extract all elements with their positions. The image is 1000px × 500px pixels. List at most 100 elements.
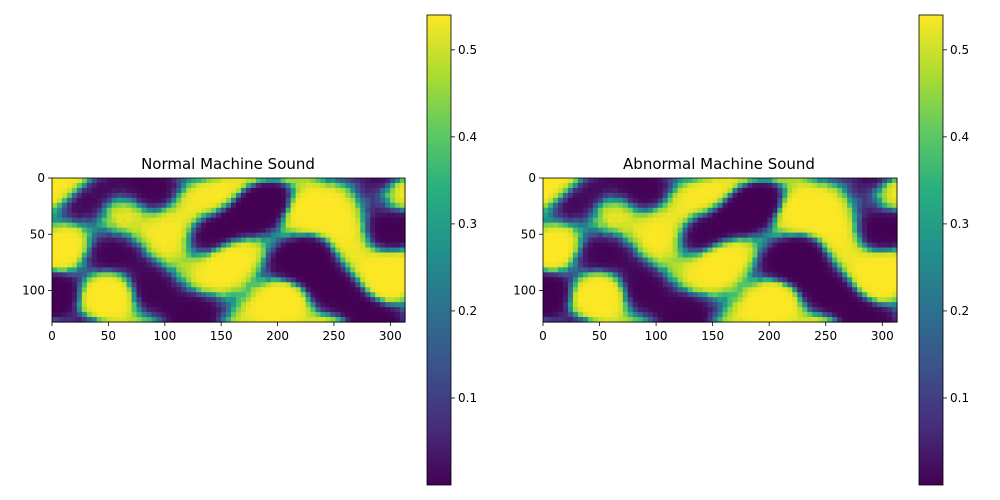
heatmap-cell bbox=[642, 282, 649, 288]
heatmap-cell bbox=[201, 317, 207, 323]
heatmap-cell bbox=[56, 317, 63, 323]
heatmap-cell bbox=[762, 192, 768, 199]
heatmap-cell bbox=[602, 232, 609, 239]
heatmap-cell bbox=[832, 277, 838, 283]
heatmap-cell bbox=[201, 257, 207, 264]
heatmap-cell bbox=[300, 232, 307, 239]
heatmap-cell bbox=[637, 307, 644, 313]
heatmap-cell bbox=[857, 277, 863, 283]
heatmap-cell bbox=[300, 192, 307, 199]
heatmap-cell bbox=[852, 302, 858, 308]
heatmap-cell bbox=[817, 227, 823, 234]
heatmap-cell bbox=[847, 237, 853, 244]
heatmap-cell bbox=[582, 212, 589, 219]
heatmap-cell bbox=[717, 312, 724, 318]
heatmap-cell bbox=[230, 197, 237, 204]
heatmap-cell bbox=[365, 277, 371, 283]
heatmap-cell bbox=[572, 267, 579, 273]
heatmap-cell bbox=[832, 227, 838, 234]
heatmap-cell bbox=[612, 267, 619, 273]
heatmap-cell bbox=[310, 257, 317, 264]
heatmap-cell bbox=[201, 202, 207, 209]
heatmap-cell bbox=[121, 202, 128, 209]
heatmap-cell bbox=[270, 282, 277, 288]
heatmap-cell bbox=[797, 302, 803, 308]
heatmap-cell bbox=[355, 302, 361, 308]
heatmap-cell bbox=[235, 287, 242, 293]
heatmap-cell bbox=[91, 178, 98, 184]
heatmap-cell bbox=[385, 187, 391, 194]
heatmap-cell bbox=[96, 227, 103, 234]
heatmap-cell bbox=[126, 257, 133, 264]
heatmap-cell bbox=[66, 317, 73, 323]
heatmap-cell bbox=[767, 292, 773, 298]
heatmap-cell bbox=[547, 192, 554, 199]
heatmap-cell bbox=[667, 257, 674, 264]
heatmap-cell bbox=[280, 267, 287, 273]
heatmap-cell bbox=[872, 287, 878, 293]
heatmap-cell bbox=[747, 247, 754, 254]
heatmap-cell bbox=[255, 222, 262, 229]
heatmap-cell bbox=[862, 302, 868, 308]
heatmap-cell bbox=[572, 312, 579, 318]
heatmap-cell bbox=[787, 292, 793, 298]
heatmap-cell bbox=[817, 178, 823, 184]
heatmap-cell bbox=[111, 287, 118, 293]
heatmap-cell bbox=[335, 302, 341, 308]
heatmap-cell bbox=[201, 287, 207, 293]
heatmap-cell bbox=[285, 242, 292, 249]
heatmap-cell bbox=[121, 212, 128, 219]
heatmap-cell bbox=[717, 247, 724, 254]
heatmap-cell bbox=[91, 187, 98, 194]
heatmap-cell bbox=[300, 197, 307, 204]
heatmap-cell bbox=[370, 292, 376, 298]
heatmap-cell bbox=[345, 247, 351, 254]
heatmap-cell bbox=[543, 297, 549, 303]
heatmap-cell bbox=[390, 317, 396, 323]
heatmap-cell bbox=[692, 252, 699, 259]
heatmap-cell bbox=[355, 242, 361, 249]
heatmap-cell bbox=[395, 212, 401, 219]
heatmap-cell bbox=[355, 227, 361, 234]
heatmap-cell bbox=[385, 222, 391, 229]
heatmap-cell bbox=[245, 212, 252, 219]
heatmap-cell bbox=[156, 287, 162, 293]
heatmap-cell bbox=[822, 252, 828, 259]
heatmap-cell bbox=[837, 297, 843, 303]
heatmap-cell bbox=[375, 207, 381, 214]
heatmap-cell bbox=[837, 247, 843, 254]
heatmap-cell bbox=[697, 232, 704, 239]
heatmap-cell bbox=[632, 257, 639, 264]
heatmap-cell bbox=[151, 232, 158, 239]
heatmap-cell bbox=[86, 237, 93, 244]
heatmap-cell bbox=[587, 182, 594, 189]
heatmap-cell bbox=[151, 212, 158, 219]
heatmap-cell bbox=[221, 282, 227, 288]
heatmap-cell bbox=[171, 307, 177, 313]
heatmap-cell bbox=[141, 317, 148, 323]
heatmap-cell bbox=[592, 312, 599, 318]
heatmap-cell bbox=[727, 302, 734, 308]
heatmap-cell bbox=[662, 282, 669, 288]
heatmap-cell bbox=[707, 227, 714, 234]
heatmap-cell bbox=[827, 192, 833, 199]
heatmap-cell bbox=[270, 277, 277, 283]
heatmap-cell bbox=[552, 307, 559, 313]
heatmap-cell bbox=[807, 262, 813, 268]
heatmap-cell bbox=[752, 252, 758, 259]
heatmap-cell bbox=[136, 178, 143, 184]
heatmap-cell bbox=[587, 262, 594, 268]
heatmap-cell bbox=[235, 312, 242, 318]
heatmap-cell bbox=[325, 222, 332, 229]
heatmap-cell bbox=[662, 217, 669, 224]
heatmap-cell bbox=[136, 267, 143, 273]
heatmap-cell bbox=[335, 182, 341, 189]
heatmap-cell bbox=[597, 262, 604, 268]
heatmap-cell bbox=[111, 317, 118, 323]
heatmap-cell bbox=[547, 292, 554, 298]
heatmap-cell bbox=[682, 187, 689, 194]
heatmap-cell bbox=[727, 217, 734, 224]
heatmap-cell bbox=[597, 252, 604, 259]
heatmap-cell bbox=[161, 282, 167, 288]
heatmap-cell bbox=[91, 262, 98, 268]
